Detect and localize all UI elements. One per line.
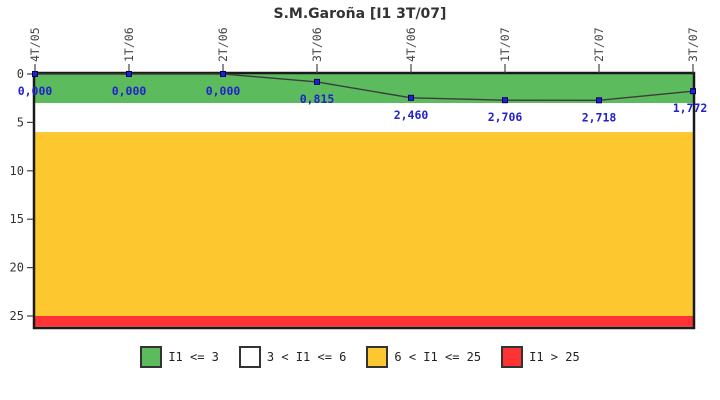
- value-label: 1,772: [673, 101, 708, 115]
- data-point: [690, 88, 696, 95]
- chart-title: S.M.Garoña [I1 3T/07]: [273, 6, 447, 22]
- value-label: 0,000: [112, 84, 147, 98]
- value-label: 0,000: [18, 84, 53, 98]
- x-axis-label: 1T/06: [122, 27, 136, 62]
- y-axis-label: 20: [10, 261, 24, 275]
- legend: I1 <= 3 3 < I1 <= 6 6 < I1 <= 25 I1 > 25: [0, 346, 720, 368]
- data-line: [35, 73, 694, 102]
- legend-label-3: I1 > 25: [529, 350, 580, 364]
- threshold-band-3: [35, 316, 693, 327]
- threshold-band-1: [35, 103, 693, 133]
- data-point: [408, 94, 414, 101]
- data-point: [596, 97, 602, 104]
- y-axis-label: 5: [17, 115, 24, 129]
- legend-item-0: I1 <= 3: [140, 346, 219, 368]
- value-label: 2,718: [582, 110, 617, 124]
- legend-swatch-3: [501, 346, 524, 368]
- value-label: 0,815: [300, 92, 335, 106]
- legend-label-1: 3 < I1 <= 6: [266, 350, 347, 364]
- legend-item-2: 6 < I1 <= 25: [366, 346, 481, 368]
- x-axis-label: 1T/07: [498, 27, 512, 62]
- data-point: [220, 71, 226, 77]
- data-point: [502, 97, 508, 104]
- data-point: [32, 71, 38, 77]
- data-point: [126, 71, 132, 77]
- threshold-band-0: [35, 74, 693, 104]
- y-axis-label: 25: [10, 309, 24, 323]
- value-label: 0,000: [206, 84, 241, 98]
- legend-item-3: I1 > 25: [501, 346, 580, 368]
- threshold-band-2: [35, 132, 693, 316]
- x-axis-label: 4T/06: [404, 27, 418, 62]
- legend-swatch-2: [366, 346, 389, 368]
- legend-label-2: 6 < I1 <= 25: [394, 350, 482, 364]
- x-axis-label: 2T/06: [216, 27, 230, 62]
- y-axis-label: 10: [10, 164, 24, 178]
- value-label: 2,706: [488, 110, 523, 124]
- x-axis-label: 3T/07: [686, 27, 700, 62]
- x-axis-label: 2T/07: [592, 27, 606, 62]
- y-axis-label: 15: [10, 212, 24, 226]
- legend-label-0: I1 <= 3: [168, 350, 219, 364]
- legend-item-1: 3 < I1 <= 6: [238, 346, 347, 368]
- plot-border: [32, 71, 696, 330]
- legend-swatch-1: [238, 346, 261, 368]
- x-axis-label: 4T/05: [28, 27, 42, 62]
- legend-swatch-0: [140, 346, 163, 368]
- value-label: 2,460: [394, 108, 429, 122]
- data-point: [314, 78, 320, 85]
- x-axis-label: 3T/06: [310, 27, 324, 62]
- y-axis-label: 0: [17, 67, 24, 81]
